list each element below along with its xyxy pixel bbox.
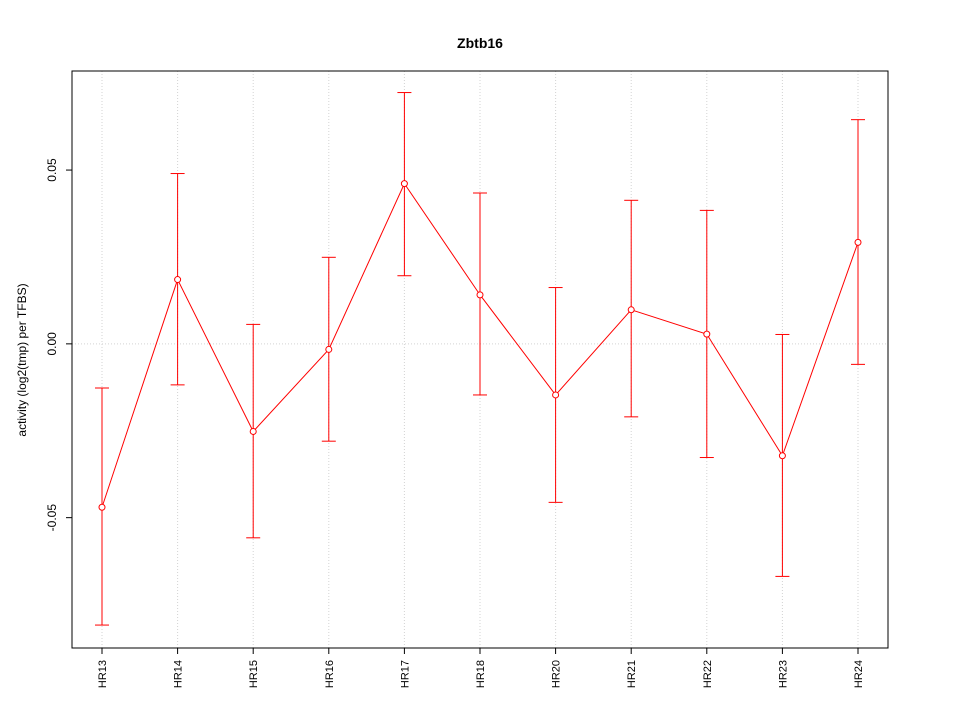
x-tick-label: HR23	[777, 660, 789, 688]
data-point	[552, 391, 560, 399]
y-axis-label: activity (log2(tmp) per TFBS)	[15, 283, 29, 436]
x-tick-label: HR24	[853, 660, 865, 688]
data-point	[249, 427, 257, 435]
data-point	[778, 452, 786, 460]
data-point	[854, 238, 862, 246]
x-axis: HR13 HR14 HR15 HR16 HR17 HR18 HR20 HR21 HR22 HR23…	[97, 648, 865, 688]
x-tick-label: HR21	[626, 660, 638, 688]
x-tick-label: HR20	[551, 660, 563, 688]
data-point	[98, 503, 106, 511]
x-tick-label: HR22	[702, 660, 714, 688]
data-point	[703, 330, 711, 338]
data-point	[476, 291, 484, 299]
x-tick-label: HR13	[97, 660, 109, 688]
y-axis: -0.05 0.00 0.05	[45, 158, 72, 531]
chart-title: Zbtb16	[457, 35, 503, 51]
data-point	[627, 306, 635, 314]
y-tick-label: 0.00	[45, 332, 59, 356]
data-point	[400, 180, 408, 188]
x-tick-label: HR18	[475, 660, 487, 688]
data-point	[325, 345, 333, 353]
y-tick-label: 0.05	[45, 158, 59, 182]
x-tick-label: HR17	[399, 660, 411, 688]
data-series	[95, 92, 865, 626]
x-tick-label: HR15	[248, 660, 260, 688]
y-tick-label: -0.05	[45, 504, 59, 532]
x-tick-label: HR14	[173, 660, 185, 688]
x-tick-label: HR16	[324, 660, 336, 688]
data-point	[174, 276, 182, 284]
